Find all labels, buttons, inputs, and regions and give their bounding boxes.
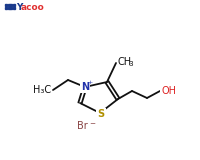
- Text: +: +: [87, 80, 93, 84]
- Bar: [12, 4, 15, 6]
- Bar: [10, 7, 12, 9]
- Text: acoo: acoo: [21, 3, 45, 12]
- Bar: [12, 7, 15, 9]
- Text: Y: Y: [16, 3, 22, 12]
- Text: CH: CH: [118, 57, 132, 67]
- Text: OH: OH: [161, 86, 176, 96]
- Text: N: N: [81, 82, 89, 92]
- Text: S: S: [97, 109, 105, 119]
- Bar: [5, 4, 7, 6]
- Bar: [10, 4, 12, 6]
- Text: H₃C: H₃C: [33, 85, 51, 95]
- Bar: [5, 7, 7, 9]
- Bar: [8, 4, 10, 6]
- Text: 3: 3: [128, 61, 133, 67]
- Text: H: H: [44, 85, 51, 95]
- Text: −: −: [89, 121, 95, 127]
- Bar: [8, 7, 10, 9]
- Text: Br: Br: [77, 121, 87, 131]
